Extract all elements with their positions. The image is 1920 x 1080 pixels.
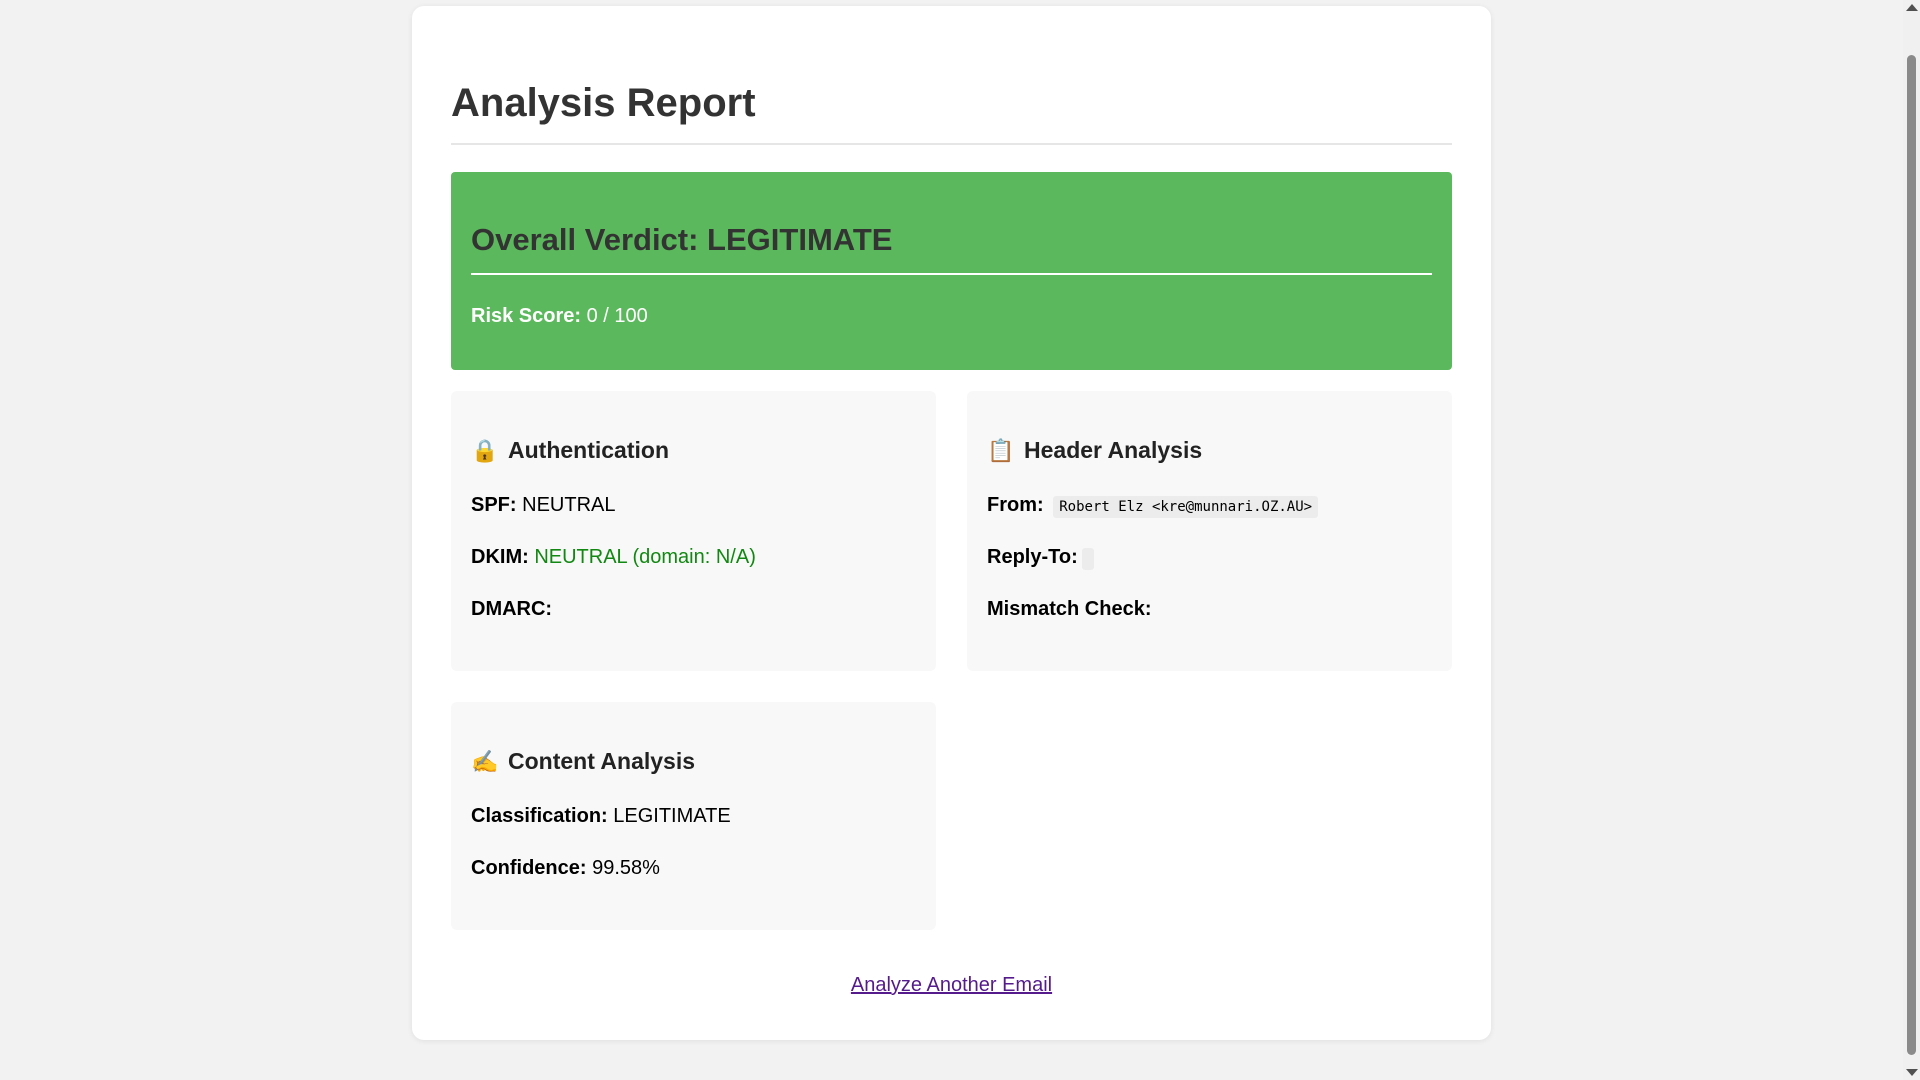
- content-analysis-title: ✍️ Content Analysis: [471, 702, 916, 773]
- report-container: Analysis Report Overall Verdict: LEGITIM…: [412, 6, 1491, 1040]
- dkim-value: NEUTRAL (domain: N/A): [534, 546, 756, 568]
- classification-row: Classification: LEGITIMATE: [471, 802, 916, 831]
- header-analysis-title-text: Header Analysis: [1024, 437, 1203, 463]
- risk-score-label: Risk Score:: [471, 305, 582, 327]
- risk-score: Risk Score: 0 / 100: [471, 305, 1432, 328]
- authentication-title-text: Authentication: [508, 437, 669, 463]
- header-analysis-title: 📋 Header Analysis: [987, 391, 1432, 462]
- spf-row: SPF: NEUTRAL: [471, 491, 916, 520]
- scroll-up-arrow-icon[interactable]: [1906, 4, 1918, 11]
- classification-value: LEGITIMATE: [613, 805, 731, 827]
- header-analysis-card: 📋 Header Analysis From: Robert Elz <kre@…: [967, 391, 1452, 671]
- authentication-title: 🔒 Authentication: [471, 391, 916, 462]
- dmarc-row: DMARC:: [471, 595, 916, 624]
- confidence-value: 99.58%: [592, 857, 660, 879]
- reply-to-label: Reply-To:: [987, 546, 1078, 568]
- verdict-title: Overall Verdict: LEGITIMATE: [471, 172, 1432, 275]
- vertical-scrollbar[interactable]: [1903, 0, 1920, 1080]
- from-value: Robert Elz <kre@munnari.OZ.AU>: [1053, 496, 1319, 518]
- dkim-label: DKIM:: [471, 546, 529, 568]
- analyze-another-email-link[interactable]: Analyze Another Email: [850, 974, 1053, 996]
- dkim-row: DKIM: NEUTRAL (domain: N/A): [471, 543, 916, 572]
- dmarc-label: DMARC:: [471, 598, 553, 620]
- spf-label: SPF:: [471, 494, 517, 516]
- confidence-label: Confidence:: [471, 857, 587, 879]
- classification-label: Classification:: [471, 805, 608, 827]
- confidence-row: Confidence: 99.58%: [471, 854, 916, 883]
- spf-value: NEUTRAL: [522, 494, 616, 516]
- mismatch-label: Mismatch Check:: [987, 598, 1152, 620]
- from-label: From:: [987, 494, 1044, 516]
- reply-to-row: Reply-To:: [987, 543, 1432, 572]
- authentication-card: 🔒 Authentication SPF: NEUTRAL DKIM: NEUT…: [451, 391, 936, 671]
- reply-to-value: [1081, 548, 1094, 570]
- from-row: From: Robert Elz <kre@munnari.OZ.AU>: [987, 491, 1432, 520]
- mismatch-row: Mismatch Check:: [987, 595, 1432, 624]
- lock-icon: 🔒: [471, 437, 499, 463]
- actions: Analyze Another Email: [451, 974, 1452, 997]
- scroll-down-arrow-icon[interactable]: [1906, 1069, 1918, 1076]
- analysis-grid: 🔒 Authentication SPF: NEUTRAL DKIM: NEUT…: [451, 391, 1452, 930]
- scroll-thumb[interactable]: [1907, 55, 1916, 1055]
- clipboard-icon: 📋: [987, 437, 1015, 463]
- risk-score-value: 0 / 100: [586, 305, 648, 327]
- content-analysis-card: ✍️ Content Analysis Classification: LEGI…: [451, 702, 936, 930]
- page-title: Analysis Report: [451, 6, 1452, 145]
- verdict-banner: Overall Verdict: LEGITIMATE Risk Score: …: [451, 172, 1452, 370]
- writing-hand-icon: ✍️: [471, 748, 499, 774]
- content-analysis-title-text: Content Analysis: [508, 748, 696, 774]
